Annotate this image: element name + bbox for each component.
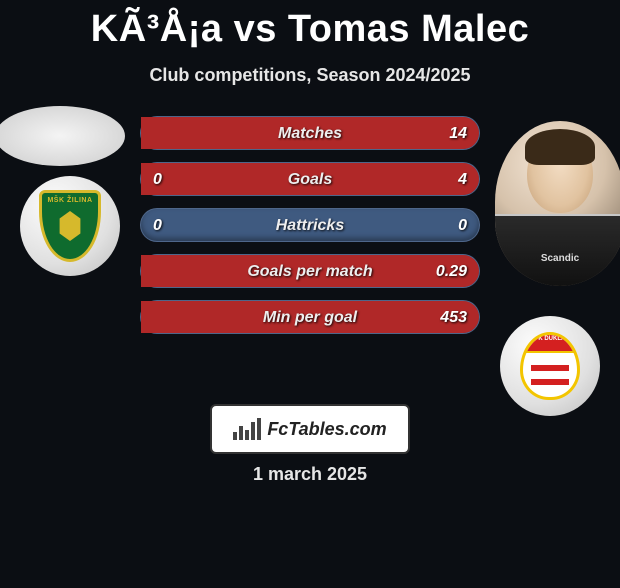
page-title: KÃ³Å¡a vs Tomas Malec — [0, 8, 620, 51]
stat-label: Hattricks — [141, 209, 479, 241]
zilina-badge-label: MŠK ŽILINA — [42, 197, 98, 204]
stat-bar: 14Matches — [140, 116, 480, 150]
avatar-hair-shape — [525, 129, 595, 165]
player-left-avatar — [0, 106, 125, 166]
stat-bar: 0.29Goals per match — [140, 254, 480, 288]
player-left-club-badge: MŠK ŽILINA — [20, 176, 120, 276]
stat-bar: 453Min per goal — [140, 300, 480, 334]
stat-bar: 04Goals — [140, 162, 480, 196]
subtitle: Club competitions, Season 2024/2025 — [0, 65, 620, 86]
stat-label: Min per goal — [141, 301, 479, 333]
dukla-badge-icon: FK DUKLA — [520, 332, 580, 400]
avatar-jersey-sponsor: Scandic — [495, 253, 620, 264]
brand-bars-icon — [233, 418, 261, 440]
stat-bars-container: 14Matches 04Goals 00Hattricks 0.29Goals per… — [140, 116, 480, 346]
comparison-date: 1 march 2025 — [0, 464, 620, 485]
stat-label: Goals per match — [141, 255, 479, 287]
stat-bar: 00Hattricks — [140, 208, 480, 242]
brand-box[interactable]: FcTables.com — [210, 404, 410, 454]
zilina-badge-icon: MŠK ŽILINA — [39, 190, 101, 262]
brand-text: FcTables.com — [267, 419, 386, 440]
dukla-badge-stripes — [531, 361, 569, 389]
player-right-club-badge: FK DUKLA — [500, 316, 600, 416]
stat-label: Goals — [141, 163, 479, 195]
player-right-avatar: Scandic — [495, 121, 620, 286]
dukla-badge-label: FK DUKLA — [523, 336, 577, 342]
stat-label: Matches — [141, 117, 479, 149]
comparison-stage: MŠK ŽILINA Scandic FK DUKLA 14Matches 04G… — [0, 116, 620, 416]
